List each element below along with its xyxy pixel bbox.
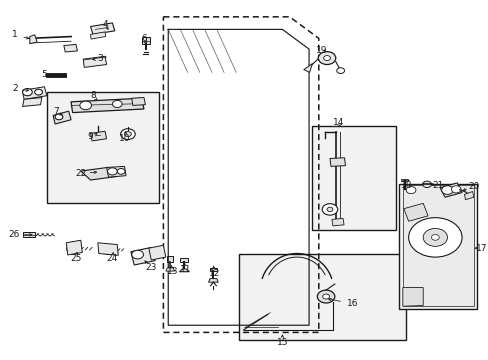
Polygon shape (331, 219, 344, 226)
Circle shape (80, 101, 91, 110)
Polygon shape (402, 185, 473, 306)
Circle shape (406, 186, 415, 194)
Polygon shape (83, 56, 106, 67)
Polygon shape (464, 192, 473, 200)
Polygon shape (329, 158, 345, 166)
Text: 8: 8 (90, 91, 96, 100)
Circle shape (55, 114, 63, 120)
Text: 10: 10 (119, 134, 130, 143)
Polygon shape (132, 98, 145, 105)
Polygon shape (30, 35, 37, 44)
Polygon shape (179, 269, 189, 272)
Circle shape (112, 100, 122, 108)
Text: 4: 4 (102, 19, 108, 28)
Polygon shape (90, 32, 105, 39)
Text: 17: 17 (475, 244, 486, 253)
Text: 26: 26 (9, 230, 20, 239)
Text: 25: 25 (70, 255, 81, 264)
Polygon shape (165, 268, 174, 271)
Circle shape (66, 244, 80, 254)
Text: 5: 5 (41, 70, 47, 79)
Text: 3: 3 (97, 54, 103, 63)
Polygon shape (303, 63, 312, 72)
Polygon shape (22, 98, 42, 107)
Bar (401, 179, 407, 181)
Circle shape (322, 204, 337, 215)
Circle shape (323, 55, 330, 60)
Text: 23: 23 (145, 264, 157, 273)
Bar (398, 184, 476, 309)
Circle shape (70, 247, 76, 251)
Circle shape (124, 132, 131, 136)
Circle shape (117, 168, 125, 174)
Text: 12: 12 (208, 269, 220, 278)
Bar (47, 92, 158, 203)
Circle shape (22, 89, 32, 96)
Text: 9: 9 (87, 132, 93, 141)
Circle shape (322, 294, 329, 299)
Bar (180, 258, 188, 262)
Bar (311, 126, 396, 230)
Polygon shape (90, 131, 106, 141)
Text: 2: 2 (12, 84, 18, 93)
Circle shape (450, 186, 460, 193)
Polygon shape (81, 167, 117, 180)
Circle shape (317, 290, 334, 303)
Text: 11: 11 (179, 265, 191, 274)
Polygon shape (22, 87, 47, 99)
Circle shape (132, 250, 143, 259)
Bar (22, 232, 35, 237)
Polygon shape (403, 203, 427, 221)
Polygon shape (208, 279, 218, 282)
Polygon shape (64, 44, 77, 52)
Polygon shape (98, 243, 118, 255)
Circle shape (430, 234, 438, 240)
Text: 20: 20 (468, 181, 479, 190)
Text: 1: 1 (12, 30, 18, 39)
Circle shape (318, 51, 335, 64)
Circle shape (105, 248, 110, 252)
Circle shape (422, 228, 447, 246)
Polygon shape (148, 245, 165, 260)
Polygon shape (402, 288, 422, 306)
Polygon shape (53, 111, 71, 124)
Polygon shape (106, 166, 126, 177)
Circle shape (336, 68, 344, 73)
Circle shape (326, 207, 332, 212)
Text: 22: 22 (75, 169, 86, 178)
Bar (167, 256, 173, 262)
Polygon shape (90, 23, 115, 35)
Polygon shape (439, 183, 461, 197)
Circle shape (422, 181, 430, 188)
Text: 15: 15 (276, 338, 287, 347)
Bar (209, 268, 217, 271)
Bar (238, 253, 406, 339)
Circle shape (35, 89, 42, 95)
Circle shape (121, 129, 135, 139)
Circle shape (102, 246, 113, 254)
Text: 6: 6 (141, 34, 146, 43)
Polygon shape (66, 240, 82, 255)
Circle shape (408, 218, 461, 257)
Text: 24: 24 (106, 255, 118, 264)
Bar (141, 37, 150, 44)
Circle shape (107, 168, 117, 175)
Text: 13: 13 (167, 267, 179, 276)
Text: 16: 16 (346, 299, 358, 308)
Text: 7: 7 (54, 107, 60, 116)
Circle shape (441, 186, 452, 194)
Text: 18: 18 (400, 181, 411, 190)
Polygon shape (71, 98, 143, 113)
Polygon shape (131, 247, 155, 265)
Text: 14: 14 (332, 118, 343, 127)
Text: 21: 21 (431, 181, 443, 190)
Text: 19: 19 (315, 46, 326, 55)
